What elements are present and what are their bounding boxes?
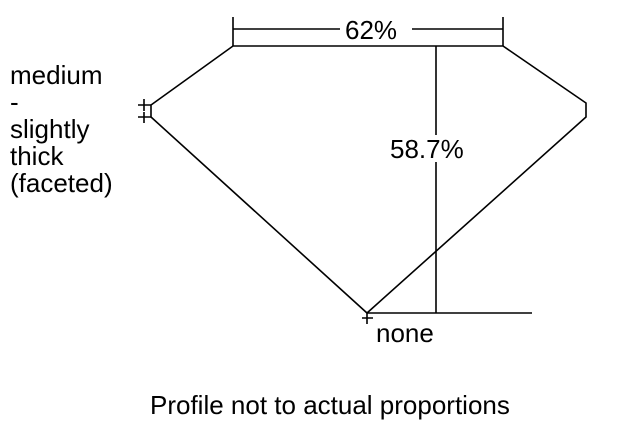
- girdle-label-line: medium: [10, 60, 103, 90]
- footnote: Profile not to actual proportions: [150, 390, 510, 420]
- gem-outline: [150, 45, 587, 315]
- girdle-label-line: -: [10, 87, 19, 117]
- girdle-label: medium - slightly thick (faceted): [10, 62, 113, 197]
- girdle-label-line: thick: [10, 141, 64, 171]
- depth-percentage: 58.7%: [390, 134, 464, 164]
- culet-label: none: [376, 318, 434, 348]
- girdle-marker-icon: [138, 99, 151, 123]
- girdle-label-line: slightly: [10, 114, 90, 144]
- culet-marker-icon: [362, 313, 373, 324]
- table-percentage: 62%: [345, 15, 398, 45]
- girdle-label-line: (faceted): [10, 168, 113, 198]
